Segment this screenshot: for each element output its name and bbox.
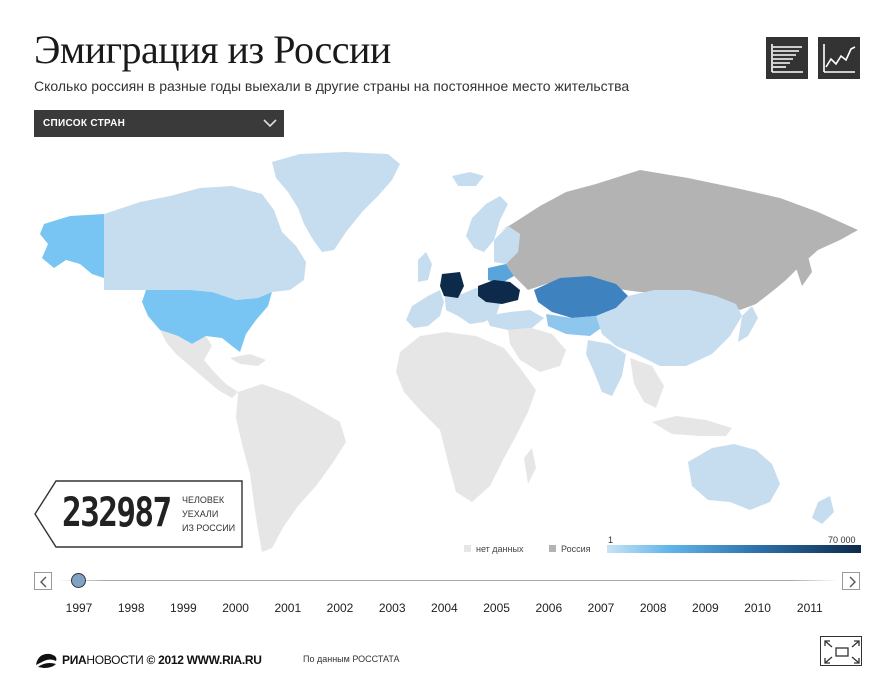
country-australia[interactable] (688, 444, 780, 510)
legend-russia-swatch (549, 545, 556, 553)
country-germany[interactable] (440, 272, 464, 298)
counter-caption-line1: ЧЕЛОВЕК (182, 495, 225, 505)
chart-view-button[interactable] (818, 37, 860, 79)
country-uk[interactable] (418, 252, 432, 282)
country-iceland[interactable] (452, 172, 484, 186)
country-madagascar[interactable] (524, 448, 536, 484)
chevron-down-icon (263, 119, 277, 128)
region-scandinavia[interactable] (466, 196, 508, 252)
country-japan[interactable] (738, 306, 758, 342)
timeline-year[interactable]: 2007 (587, 601, 615, 615)
legend-scale-min: 1 (608, 535, 614, 545)
legend-russia: Россия (549, 544, 591, 554)
timeline-year[interactable]: 2010 (744, 601, 771, 615)
legend-no-data-label: нет данных (476, 544, 524, 554)
dropdown-label: СПИСОК СТРАН (43, 118, 126, 129)
timeline-year[interactable]: 1997 (65, 601, 93, 615)
footer-source: По данным РОССТАТА (303, 654, 400, 664)
timeline-next-button[interactable] (842, 572, 860, 590)
timeline-year[interactable]: 2004 (431, 601, 458, 615)
page-title: Эмиграция из России (34, 27, 391, 72)
country-belarus[interactable] (488, 264, 514, 284)
footer-brand-thin: НОВОСТИ (86, 653, 144, 667)
country-russia[interactable] (492, 170, 858, 310)
counter-frame (34, 480, 243, 548)
region-central-asia[interactable] (546, 314, 604, 336)
timeline-year[interactable]: 2008 (639, 601, 667, 615)
bar-list-icon (771, 44, 803, 73)
region-caribbean[interactable] (230, 354, 266, 366)
country-greenland[interactable] (272, 152, 400, 252)
timeline-year[interactable]: 2009 (692, 601, 719, 615)
country-kazakhstan[interactable] (534, 276, 628, 318)
region-baltic-finland[interactable] (494, 226, 520, 264)
list-view-button[interactable] (766, 37, 808, 79)
fullscreen-icon (824, 640, 860, 664)
timeline-year[interactable]: 2011 (796, 601, 823, 615)
country-china[interactable] (596, 290, 742, 366)
timeline-year[interactable]: 2005 (483, 601, 510, 615)
continent-africa[interactable] (396, 332, 536, 502)
country-list-dropdown[interactable]: СПИСОК СТРАН (34, 110, 284, 137)
emigration-counter: 232987 ЧЕЛОВЕК УЕХАЛИ ИЗ РОССИИ (34, 480, 244, 548)
country-canada[interactable] (104, 186, 306, 300)
country-new-zealand[interactable] (812, 496, 834, 524)
line-chart-icon (823, 44, 856, 73)
fullscreen-button[interactable] (820, 636, 862, 666)
country-ukraine[interactable] (478, 280, 520, 304)
country-usa-alaska[interactable] (40, 214, 104, 278)
timeline-year[interactable]: 1999 (170, 601, 197, 615)
region-turkey-caucasus[interactable] (486, 310, 544, 330)
region-western-europe[interactable] (406, 290, 444, 328)
chevron-left-icon (40, 576, 47, 588)
footer-copyright: © 2012 WWW.RIA.RU (146, 653, 262, 667)
country-india[interactable] (586, 340, 626, 396)
timeline-year[interactable]: 2003 (378, 601, 406, 615)
timeline-prev-button[interactable] (34, 572, 52, 590)
chevron-right-icon (849, 576, 856, 588)
page-subtitle: Сколько россиян в разные годы выехали в … (34, 78, 630, 94)
region-southeast-asia[interactable] (630, 358, 664, 408)
timeline-year[interactable]: 2001 (274, 601, 302, 615)
legend-no-data-swatch (464, 545, 471, 553)
timeline-year[interactable]: 2006 (535, 601, 563, 615)
country-usa[interactable] (142, 290, 272, 352)
region-russia-far-east[interactable] (796, 256, 812, 286)
region-middle-east[interactable] (508, 328, 566, 372)
region-mexico-central-america[interactable] (160, 330, 238, 398)
timeline-year[interactable]: 1998 (117, 601, 145, 615)
timeline-track[interactable] (58, 580, 838, 581)
timeline-year[interactable]: 2000 (222, 601, 249, 615)
region-indonesia[interactable] (652, 416, 732, 436)
ria-logo-icon (36, 653, 57, 668)
footer-brand: РИАНОВОСТИ © 2012 WWW.RIA.RU (62, 653, 262, 667)
timeline-year[interactable]: 2002 (326, 601, 354, 615)
continent-south-america[interactable] (236, 384, 346, 552)
counter-caption-line2: УЕХАЛИ (182, 509, 219, 519)
world-map (40, 152, 858, 552)
legend-no-data: нет данных (464, 544, 523, 554)
counter-caption-line3: ИЗ РОССИИ (182, 523, 236, 533)
emigrant-count: 232987 (62, 490, 172, 536)
legend-russia-label: Россия (561, 544, 591, 554)
counter-caption: ЧЕЛОВЕК УЕХАЛИ ИЗ РОССИИ (182, 493, 235, 535)
timeline-slider-knob[interactable] (71, 573, 86, 588)
legend-color-scale (607, 545, 861, 553)
footer-brand-bold: РИА (62, 653, 87, 667)
legend-scale-max: 70 000 (828, 535, 856, 545)
